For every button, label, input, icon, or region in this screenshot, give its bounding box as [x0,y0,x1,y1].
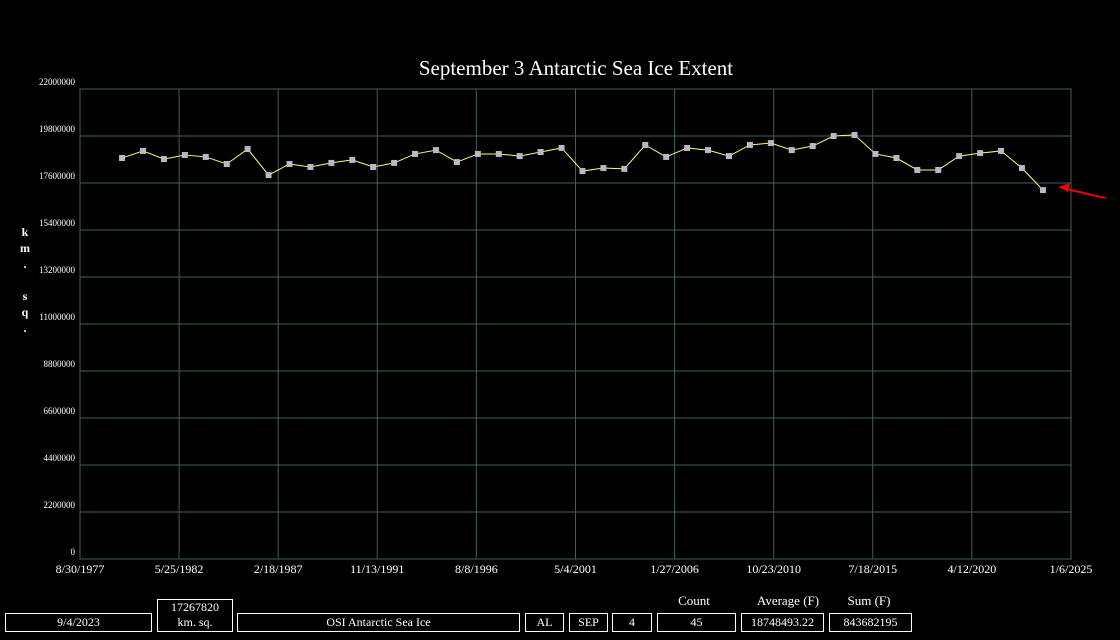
data-point [872,150,879,157]
y-tick-label: 6600000 [44,406,76,416]
data-point [1018,165,1025,172]
data-point [914,166,921,173]
region-box: AL [525,613,564,632]
sum-label: Sum (F) [847,593,891,608]
data-point [537,149,544,156]
y-tick-label: 0 [71,547,76,557]
count-label: Count [678,593,710,608]
data-point [684,144,691,151]
y-axis-label: km. sq. [18,225,32,337]
data-point [119,155,126,162]
data-point [977,150,984,157]
sum-box: 843682195 [829,613,912,632]
data-point [830,133,837,139]
data-point [956,153,963,160]
average-box: 18748493.22 [741,613,824,632]
data-point [558,144,565,151]
data-point [181,152,188,159]
data-point [893,155,900,162]
y-tick-label: 13200000 [39,265,76,275]
data-point [579,168,586,175]
count-box: 45 [657,613,736,632]
day-box: 4 [612,613,652,632]
data-point [746,141,753,148]
data-point [474,150,481,157]
data-point [202,153,209,160]
data-point [851,131,858,138]
value-box: 17267820 km. sq. [157,599,233,632]
data-point [244,146,251,153]
data-point [307,163,314,170]
data-point [140,147,147,154]
data-point [516,153,523,160]
y-tick-label: 17600000 [39,171,76,181]
unit: km. sq. [177,615,213,629]
data-point [495,150,502,157]
y-tick-label: 19800000 [39,124,76,134]
x-tick-label: 2/18/1987 [254,562,303,576]
y-tick-label: 8800000 [44,359,76,369]
data-point [412,150,419,157]
data-point [349,156,356,163]
data-point [432,147,439,154]
data-point [160,156,167,163]
data-point [767,140,774,147]
data-point [1039,187,1046,194]
data-point [328,159,335,166]
x-tick-label: 4/12/2020 [948,562,997,576]
marker-arrow [1058,183,1106,199]
month-box: SEP [569,613,608,632]
data-point [642,141,649,148]
data-point [663,153,670,160]
chart-title: September 3 Antarctic Sea Ice Extent [419,56,733,80]
x-tick-label: 5/4/2001 [554,562,597,576]
x-tick-label: 8/8/1996 [455,562,498,576]
data-point [621,165,628,172]
data-point [223,160,230,167]
data-point [998,147,1005,154]
x-tick-label: 11/13/1991 [350,562,404,576]
y-tick-label: 2200000 [44,500,76,510]
data-point [705,147,712,154]
data-point [600,165,607,172]
data-point [265,172,272,179]
data-point [391,159,398,166]
source-box: OSI Antarctic Sea Ice [237,613,520,632]
value: 17267820 [171,600,219,614]
data-point [370,163,377,170]
average-label: Average (F) [756,593,820,608]
data-point [453,159,460,166]
date-box: 9/4/2023 [5,613,152,632]
data-point [725,153,732,160]
x-tick-label: 8/30/1977 [56,562,105,576]
data-point [286,160,293,167]
data-point [809,143,816,150]
data-line [121,134,1044,191]
data-point [935,166,942,173]
y-tick-label: 22000000 [39,77,76,87]
x-tick-label: 10/23/2010 [746,562,801,576]
x-tick-label: 7/18/2015 [848,562,897,576]
y-tick-label: 15400000 [39,218,76,228]
data-point [788,147,795,154]
y-tick-label: 4400000 [44,453,76,463]
x-tick-label: 1/27/2006 [650,562,699,576]
y-tick-label: 11000000 [39,312,75,322]
x-tick-label: 5/25/1982 [155,562,204,576]
x-tick-label: 1/6/2025 [1050,562,1093,576]
